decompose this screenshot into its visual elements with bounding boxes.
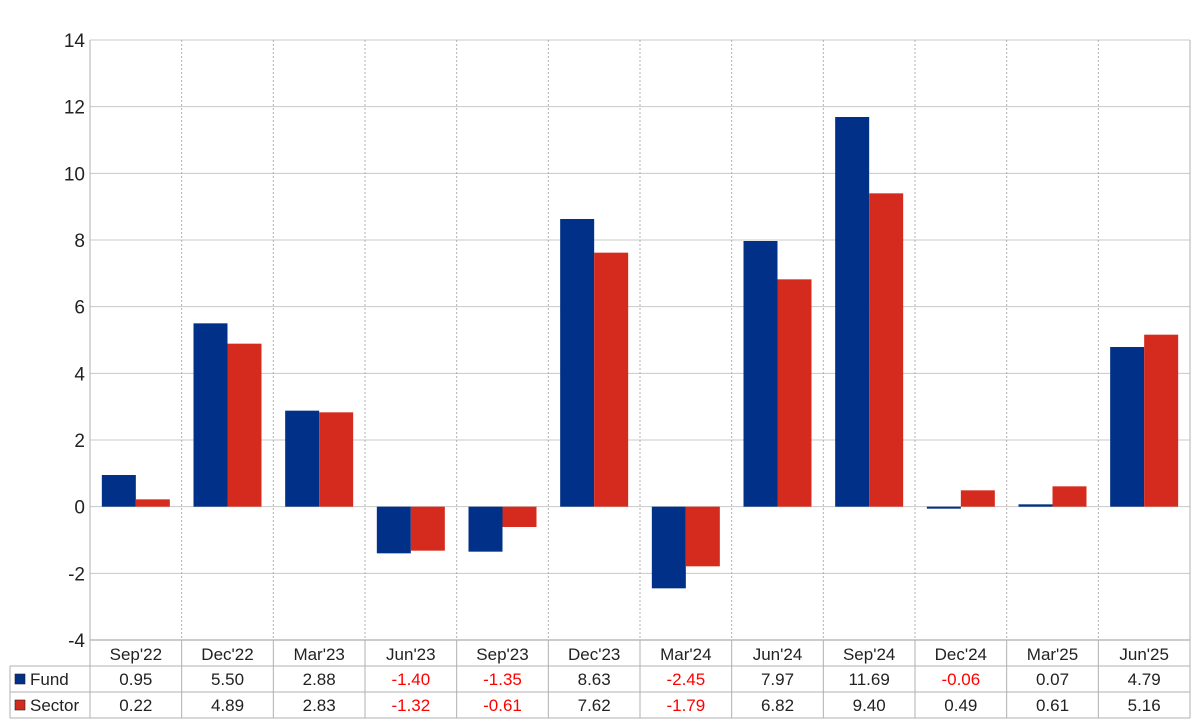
category-label: Sep'24 — [843, 645, 895, 664]
data-label-sector: -1.32 — [391, 696, 430, 715]
data-label-fund: -2.45 — [666, 670, 705, 689]
bar-sector — [319, 412, 354, 507]
bar-fund — [926, 506, 961, 509]
bar-sector — [1144, 334, 1179, 507]
y-tick-label: 2 — [74, 431, 85, 452]
data-label-fund: -0.06 — [941, 670, 980, 689]
bar-fund — [1110, 347, 1145, 507]
data-label-fund: -1.40 — [391, 670, 430, 689]
data-label-sector: 5.16 — [1128, 696, 1161, 715]
y-tick-label: 14 — [64, 31, 86, 52]
gridlines — [89, 39, 1191, 641]
category-label: Dec'23 — [568, 645, 620, 664]
category-label: Dec'22 — [201, 645, 253, 664]
data-label-fund: 11.69 — [849, 670, 890, 689]
y-tick-label: -2 — [68, 564, 85, 585]
bar-fund — [743, 241, 778, 507]
y-axis: -4 -2 0 2 4 6 8 10 12 14 — [64, 31, 86, 652]
bar-fund — [1018, 504, 1053, 507]
y-tick-label: 6 — [74, 298, 85, 319]
bar-fund — [560, 219, 595, 507]
y-tick-label: 8 — [74, 231, 85, 252]
category-label: Jun'24 — [753, 645, 803, 664]
y-tick-label: 4 — [74, 364, 85, 385]
bar-sector — [594, 252, 629, 507]
category-label: Jun'25 — [1119, 645, 1169, 664]
legend-label-sector: Sector — [30, 696, 79, 715]
data-label-sector: 7.62 — [578, 696, 611, 715]
bar-sector — [1052, 486, 1087, 507]
category-label: Jun'23 — [386, 645, 436, 664]
bar-fund — [285, 410, 320, 507]
bars — [101, 117, 1179, 589]
bar-fund — [193, 323, 228, 507]
data-label-sector: -0.61 — [483, 696, 522, 715]
bar-sector — [135, 499, 170, 507]
bar-sector — [227, 343, 262, 507]
legend-swatch-fund — [14, 673, 26, 685]
data-table: Sep'22 Dec'22 Mar'23 Jun'23 Sep'23 Dec'23 Mar'… — [9, 639, 1191, 719]
data-label-sector: 0.49 — [944, 696, 977, 715]
bar-fund — [651, 506, 686, 589]
data-label-sector: 4.89 — [211, 696, 244, 715]
bar-fund — [376, 506, 411, 554]
data-label-fund: 4.79 — [1128, 670, 1161, 689]
category-label: Dec'24 — [935, 645, 987, 664]
data-label-fund: 8.63 — [578, 670, 611, 689]
data-label-sector: 2.83 — [303, 696, 336, 715]
bar-sector — [685, 506, 720, 567]
bar-sector — [960, 490, 995, 507]
y-tick-label: 12 — [64, 98, 85, 119]
data-label-sector: 9.40 — [853, 696, 886, 715]
legend-swatch-sector — [14, 699, 26, 711]
data-label-fund: 0.07 — [1036, 670, 1069, 689]
y-tick-label: 0 — [74, 498, 85, 519]
bar-sector — [502, 506, 537, 527]
data-label-sector: 0.61 — [1036, 696, 1069, 715]
y-tick-label: -4 — [68, 631, 85, 652]
data-label-sector: 6.82 — [761, 696, 794, 715]
bar-sector — [410, 506, 445, 551]
y-tick-label: 10 — [64, 164, 85, 185]
bar-fund — [835, 117, 870, 507]
category-label: Sep'23 — [476, 645, 528, 664]
data-label-fund: 7.97 — [761, 670, 794, 689]
category-label: Mar'23 — [293, 645, 344, 664]
data-label-fund: 5.50 — [211, 670, 244, 689]
data-label-fund: 2.88 — [303, 670, 336, 689]
bar-sector — [869, 193, 904, 507]
category-label: Mar'25 — [1027, 645, 1078, 664]
bar-sector — [777, 279, 812, 507]
data-label-sector: 0.22 — [119, 696, 152, 715]
data-label-sector: -1.79 — [666, 696, 705, 715]
data-label-fund: -1.35 — [483, 670, 522, 689]
bar-fund — [101, 475, 136, 507]
legend-label-fund: Fund — [30, 670, 69, 689]
category-label: Sep'22 — [110, 645, 162, 664]
category-label: Mar'24 — [660, 645, 711, 664]
bar-fund — [468, 506, 503, 552]
data-label-fund: 0.95 — [119, 670, 152, 689]
